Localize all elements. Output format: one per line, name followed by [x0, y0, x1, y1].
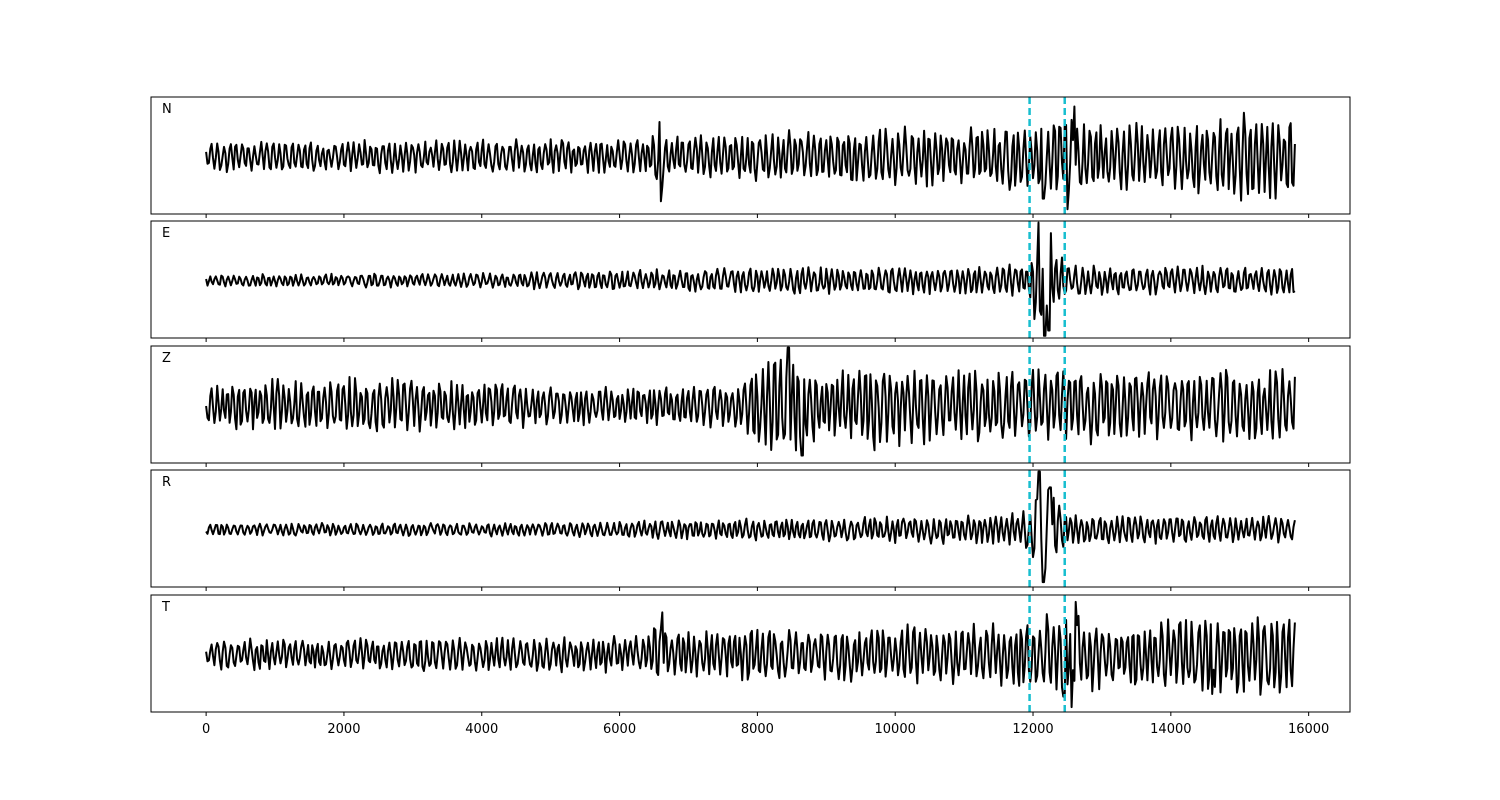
panel-frame [150, 345, 1351, 464]
x-tick-label: 16000 [1288, 722, 1329, 737]
channel-label-t: T [161, 600, 170, 615]
panel-z: Z [150, 345, 1351, 467]
x-tick-label: 14000 [1150, 722, 1191, 737]
x-axis: 0 2000 4000 6000 8000 10000 12000 14000 16000 [202, 722, 1329, 737]
panel-frame [150, 96, 1351, 215]
trace-t [205, 600, 1296, 709]
x-tick-label: 8000 [741, 722, 774, 737]
x-tick-label: 10000 [875, 722, 916, 737]
panels-layer: N E Z R T [150, 96, 1351, 716]
panel-e: E [150, 220, 1351, 342]
panel-frame [150, 220, 1351, 339]
panel-frame [150, 469, 1351, 588]
channel-label-e: E [162, 226, 170, 241]
channel-label-n: N [162, 102, 172, 117]
trace-r [205, 470, 1296, 584]
x-tick-label: 2000 [327, 722, 360, 737]
channel-label-z: Z [162, 351, 171, 366]
trace-n [205, 105, 1296, 211]
trace-e [205, 221, 1296, 337]
x-tick-label: 0 [202, 722, 210, 737]
panel-n: N [150, 96, 1351, 218]
panel-r: R [150, 469, 1351, 591]
panel-frame [150, 594, 1351, 713]
panel-t: T [150, 594, 1351, 716]
channel-label-r: R [162, 475, 171, 490]
x-tick-label: 12000 [1012, 722, 1053, 737]
x-tick-label: 6000 [603, 722, 636, 737]
trace-z [205, 346, 1296, 457]
x-tick-label: 4000 [465, 722, 498, 737]
